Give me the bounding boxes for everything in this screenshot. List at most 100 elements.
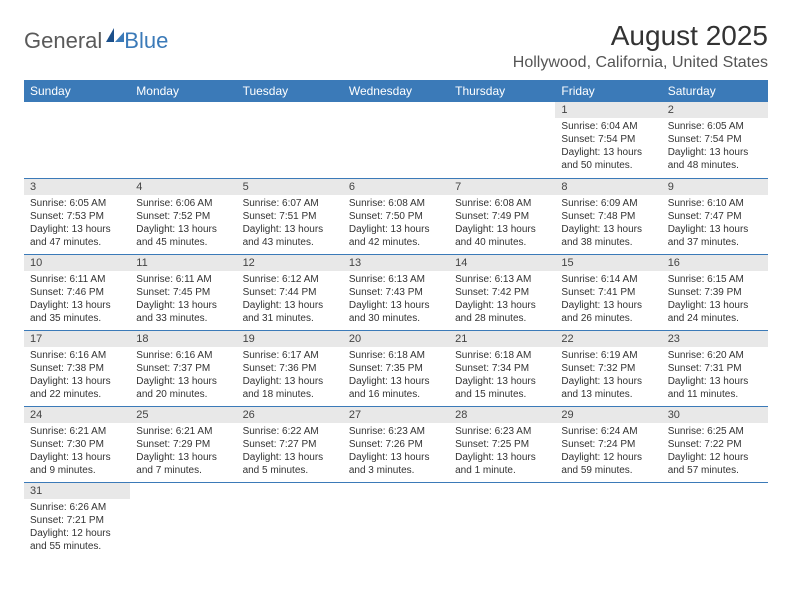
day-dl: Daylight: 13 hours and 11 minutes. (668, 375, 762, 401)
day-number: 12 (237, 255, 343, 271)
day-content: Sunrise: 6:16 AMSunset: 7:37 PMDaylight:… (130, 347, 236, 405)
calendar-cell (130, 102, 236, 178)
day-ss: Sunset: 7:31 PM (668, 362, 762, 375)
logo-text-general: General (24, 28, 102, 54)
day-dl: Daylight: 12 hours and 57 minutes. (668, 451, 762, 477)
day-content: Sunrise: 6:11 AMSunset: 7:46 PMDaylight:… (24, 271, 130, 329)
calendar-cell (24, 102, 130, 178)
day-ss: Sunset: 7:54 PM (668, 133, 762, 146)
day-ss: Sunset: 7:27 PM (243, 438, 337, 451)
day-sr: Sunrise: 6:06 AM (136, 197, 230, 210)
day-number: 22 (555, 331, 661, 347)
day-number: 3 (24, 179, 130, 195)
day-sr: Sunrise: 6:15 AM (668, 273, 762, 286)
weekday-header: Saturday (662, 80, 768, 102)
calendar-cell: 28Sunrise: 6:23 AMSunset: 7:25 PMDayligh… (449, 406, 555, 482)
calendar-cell: 3Sunrise: 6:05 AMSunset: 7:53 PMDaylight… (24, 178, 130, 254)
day-dl: Daylight: 13 hours and 24 minutes. (668, 299, 762, 325)
day-dl: Daylight: 13 hours and 13 minutes. (561, 375, 655, 401)
day-sr: Sunrise: 6:10 AM (668, 197, 762, 210)
day-dl: Daylight: 13 hours and 15 minutes. (455, 375, 549, 401)
calendar-cell (449, 102, 555, 178)
day-sr: Sunrise: 6:05 AM (668, 120, 762, 133)
day-ss: Sunset: 7:50 PM (349, 210, 443, 223)
sail-icon (104, 26, 126, 49)
day-dl: Daylight: 13 hours and 47 minutes. (30, 223, 124, 249)
day-dl: Daylight: 13 hours and 31 minutes. (243, 299, 337, 325)
day-number: 5 (237, 179, 343, 195)
calendar-cell: 2Sunrise: 6:05 AMSunset: 7:54 PMDaylight… (662, 102, 768, 178)
day-sr: Sunrise: 6:12 AM (243, 273, 337, 286)
logo-text-blue: Blue (124, 28, 168, 54)
day-content: Sunrise: 6:25 AMSunset: 7:22 PMDaylight:… (662, 423, 768, 481)
day-dl: Daylight: 13 hours and 40 minutes. (455, 223, 549, 249)
calendar-cell: 22Sunrise: 6:19 AMSunset: 7:32 PMDayligh… (555, 330, 661, 406)
calendar-cell: 8Sunrise: 6:09 AMSunset: 7:48 PMDaylight… (555, 178, 661, 254)
day-number: 21 (449, 331, 555, 347)
calendar-cell: 17Sunrise: 6:16 AMSunset: 7:38 PMDayligh… (24, 330, 130, 406)
calendar-cell (662, 482, 768, 558)
day-dl: Daylight: 13 hours and 1 minute. (455, 451, 549, 477)
calendar-cell: 11Sunrise: 6:11 AMSunset: 7:45 PMDayligh… (130, 254, 236, 330)
calendar-cell: 30Sunrise: 6:25 AMSunset: 7:22 PMDayligh… (662, 406, 768, 482)
day-ss: Sunset: 7:36 PM (243, 362, 337, 375)
day-content: Sunrise: 6:24 AMSunset: 7:24 PMDaylight:… (555, 423, 661, 481)
day-dl: Daylight: 12 hours and 55 minutes. (30, 527, 124, 553)
day-content: Sunrise: 6:05 AMSunset: 7:54 PMDaylight:… (662, 118, 768, 176)
day-number: 9 (662, 179, 768, 195)
day-sr: Sunrise: 6:05 AM (30, 197, 124, 210)
calendar-cell (343, 102, 449, 178)
calendar-head: SundayMondayTuesdayWednesdayThursdayFrid… (24, 80, 768, 102)
calendar-cell: 18Sunrise: 6:16 AMSunset: 7:37 PMDayligh… (130, 330, 236, 406)
weekday-header: Friday (555, 80, 661, 102)
day-content: Sunrise: 6:05 AMSunset: 7:53 PMDaylight:… (24, 195, 130, 253)
location: Hollywood, California, United States (513, 54, 768, 72)
day-sr: Sunrise: 6:13 AM (349, 273, 443, 286)
day-ss: Sunset: 7:52 PM (136, 210, 230, 223)
day-number: 30 (662, 407, 768, 423)
day-ss: Sunset: 7:39 PM (668, 286, 762, 299)
calendar-cell: 25Sunrise: 6:21 AMSunset: 7:29 PMDayligh… (130, 406, 236, 482)
day-sr: Sunrise: 6:14 AM (561, 273, 655, 286)
day-number: 14 (449, 255, 555, 271)
day-content: Sunrise: 6:16 AMSunset: 7:38 PMDaylight:… (24, 347, 130, 405)
day-number: 26 (237, 407, 343, 423)
day-number: 6 (343, 179, 449, 195)
day-sr: Sunrise: 6:16 AM (30, 349, 124, 362)
day-number: 20 (343, 331, 449, 347)
day-number: 4 (130, 179, 236, 195)
day-dl: Daylight: 13 hours and 26 minutes. (561, 299, 655, 325)
day-number: 16 (662, 255, 768, 271)
weekday-header: Thursday (449, 80, 555, 102)
day-content: Sunrise: 6:13 AMSunset: 7:43 PMDaylight:… (343, 271, 449, 329)
day-sr: Sunrise: 6:08 AM (349, 197, 443, 210)
day-number: 13 (343, 255, 449, 271)
day-dl: Daylight: 13 hours and 28 minutes. (455, 299, 549, 325)
day-content: Sunrise: 6:19 AMSunset: 7:32 PMDaylight:… (555, 347, 661, 405)
day-content: Sunrise: 6:06 AMSunset: 7:52 PMDaylight:… (130, 195, 236, 253)
calendar-cell (237, 102, 343, 178)
day-sr: Sunrise: 6:23 AM (455, 425, 549, 438)
day-sr: Sunrise: 6:13 AM (455, 273, 549, 286)
day-number: 15 (555, 255, 661, 271)
day-content: Sunrise: 6:08 AMSunset: 7:49 PMDaylight:… (449, 195, 555, 253)
day-content: Sunrise: 6:18 AMSunset: 7:35 PMDaylight:… (343, 347, 449, 405)
day-ss: Sunset: 7:26 PM (349, 438, 443, 451)
day-number: 28 (449, 407, 555, 423)
calendar-cell: 14Sunrise: 6:13 AMSunset: 7:42 PMDayligh… (449, 254, 555, 330)
calendar-body: 1Sunrise: 6:04 AMSunset: 7:54 PMDaylight… (24, 102, 768, 558)
weekday-header: Wednesday (343, 80, 449, 102)
day-number: 31 (24, 483, 130, 499)
day-dl: Daylight: 13 hours and 35 minutes. (30, 299, 124, 325)
day-dl: Daylight: 13 hours and 9 minutes. (30, 451, 124, 477)
day-content: Sunrise: 6:08 AMSunset: 7:50 PMDaylight:… (343, 195, 449, 253)
day-dl: Daylight: 13 hours and 48 minutes. (668, 146, 762, 172)
day-number: 11 (130, 255, 236, 271)
day-number: 17 (24, 331, 130, 347)
day-ss: Sunset: 7:44 PM (243, 286, 337, 299)
calendar-cell: 27Sunrise: 6:23 AMSunset: 7:26 PMDayligh… (343, 406, 449, 482)
day-sr: Sunrise: 6:11 AM (136, 273, 230, 286)
day-ss: Sunset: 7:35 PM (349, 362, 443, 375)
calendar-cell: 26Sunrise: 6:22 AMSunset: 7:27 PMDayligh… (237, 406, 343, 482)
month-title: August 2025 (513, 20, 768, 52)
